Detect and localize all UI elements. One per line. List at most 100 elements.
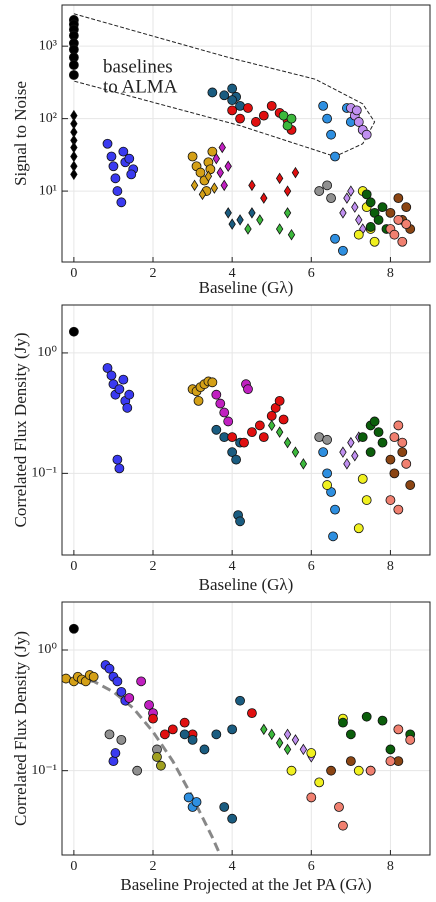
data-point	[104, 663, 115, 674]
y-tick-label: 10³	[39, 38, 57, 53]
data-point	[199, 744, 210, 755]
data-point	[144, 700, 154, 710]
data-point	[179, 729, 190, 740]
data-point	[219, 802, 230, 812]
data-point	[347, 185, 355, 197]
data-point	[347, 436, 355, 449]
data-point	[389, 468, 400, 479]
data-point	[266, 411, 277, 421]
data-point	[248, 179, 256, 192]
data-point	[159, 729, 170, 740]
data-point	[187, 151, 198, 162]
data-point	[318, 100, 329, 111]
x-axis-label: Baseline Projected at the Jet PA (Gλ)	[120, 875, 371, 894]
data-point	[207, 87, 218, 98]
data-point	[318, 447, 329, 458]
data-point	[106, 151, 117, 162]
plot-frame	[61, 304, 431, 556]
plot-frame	[61, 601, 431, 856]
data-point	[190, 179, 199, 192]
x-tick-label: 8	[387, 266, 394, 281]
data-point	[377, 715, 388, 726]
data-point	[339, 446, 347, 458]
data-point	[397, 437, 408, 448]
data-point	[393, 724, 404, 735]
data-point	[357, 432, 368, 443]
data-point	[401, 219, 412, 230]
data-point	[247, 427, 257, 438]
data-point	[353, 523, 364, 534]
data-point	[283, 743, 292, 756]
data-point	[405, 480, 416, 490]
y-tick-label: 10⁰	[37, 345, 57, 360]
x-tick-label: 2	[150, 559, 157, 574]
data-point	[365, 197, 376, 208]
data-point	[283, 207, 292, 219]
data-point	[236, 214, 244, 226]
annotation: baselines	[103, 56, 173, 77]
data-point	[198, 188, 207, 201]
data-point	[385, 207, 396, 218]
data-point	[326, 193, 336, 204]
data-point	[210, 182, 219, 194]
data-point	[385, 454, 396, 465]
data-point	[373, 427, 384, 438]
data-point	[223, 416, 234, 427]
data-point	[291, 446, 300, 458]
data-point	[211, 389, 222, 400]
x-tick-label: 6	[308, 266, 315, 281]
data-point	[116, 734, 127, 745]
x-tick-label: 8	[387, 559, 394, 574]
data-point	[124, 389, 135, 400]
data-point	[322, 180, 333, 191]
data-point	[106, 370, 117, 381]
data-point	[393, 193, 404, 204]
data-point	[68, 60, 79, 70]
data-point	[219, 90, 230, 101]
data-point	[227, 813, 238, 824]
data-point	[235, 695, 245, 706]
x-tick-label: 2	[150, 266, 157, 281]
data-point	[258, 110, 269, 121]
data-point	[385, 756, 396, 767]
data-point	[110, 748, 121, 758]
data-point	[104, 729, 115, 740]
data-point	[179, 717, 190, 728]
data-point	[393, 504, 404, 515]
x-tick-label: 6	[308, 859, 315, 874]
data-point	[112, 454, 123, 465]
y-tick-label: 10¹	[39, 183, 57, 198]
model-curve	[62, 675, 222, 855]
data-point	[218, 141, 226, 154]
data-point	[260, 723, 268, 736]
data-point	[373, 215, 384, 225]
data-point	[322, 480, 333, 490]
data-point	[112, 676, 123, 687]
data-point	[122, 402, 133, 413]
data-point	[338, 717, 348, 728]
data-point	[278, 414, 289, 425]
data-point	[274, 395, 285, 406]
data-point	[235, 516, 245, 527]
x-axis-label: Baseline (Gλ)	[199, 575, 294, 594]
data-point	[365, 765, 376, 776]
x-tick-label: 4	[229, 859, 236, 874]
y-axis-label: Correlated Flux Density (Jy)	[11, 333, 30, 528]
data-point	[322, 113, 333, 124]
data-point	[220, 179, 228, 192]
data-point	[247, 708, 257, 719]
y-axis-label: Correlated Flux Density (Jy)	[11, 631, 30, 826]
data-point	[248, 207, 256, 219]
data-point	[88, 671, 99, 682]
x-tick-label: 6	[308, 559, 315, 574]
data-point	[68, 70, 79, 80]
data-point	[256, 214, 264, 226]
data-point	[204, 170, 213, 183]
data-point	[299, 743, 308, 756]
data-point	[291, 166, 300, 179]
data-point	[351, 450, 359, 462]
data-point	[351, 201, 359, 213]
data-point	[369, 236, 380, 247]
data-point	[124, 693, 135, 703]
data-point	[167, 724, 178, 735]
